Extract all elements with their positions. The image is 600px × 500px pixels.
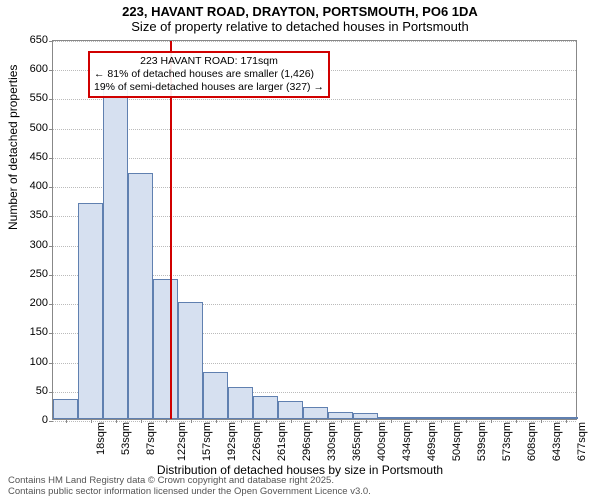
ytick-mark <box>49 99 53 100</box>
ytick-label: 500 <box>30 122 48 134</box>
histogram-bar <box>78 203 103 419</box>
ytick-label: 100 <box>30 356 48 368</box>
annot-line2: ← 81% of detached houses are smaller (1,… <box>94 68 324 81</box>
xtick-mark <box>466 419 467 423</box>
chart-title-block: 223, HAVANT ROAD, DRAYTON, PORTSMOUTH, P… <box>0 0 600 34</box>
grid-line <box>53 129 576 130</box>
xtick-label: 434sqm <box>401 422 413 461</box>
xtick-mark <box>141 419 142 423</box>
ytick-label: 400 <box>30 180 48 192</box>
ytick-label: 0 <box>42 414 48 426</box>
ytick-label: 350 <box>30 209 48 221</box>
xtick-label: 330sqm <box>326 422 338 461</box>
xtick-mark <box>66 419 67 423</box>
xtick-label: 469sqm <box>426 422 438 461</box>
xtick-label: 608sqm <box>526 422 538 461</box>
xtick-label: 87sqm <box>145 422 157 455</box>
histogram-bar <box>178 302 203 419</box>
xtick-mark <box>316 419 317 423</box>
xtick-label: 643sqm <box>551 422 563 461</box>
title-sub: Size of property relative to detached ho… <box>0 19 600 34</box>
ytick-label: 250 <box>30 268 48 280</box>
xtick-mark <box>291 419 292 423</box>
histogram-bar <box>53 399 78 419</box>
footer-line2: Contains public sector information licen… <box>8 487 371 498</box>
grid-line <box>53 41 576 42</box>
xtick-mark <box>341 419 342 423</box>
ytick-mark <box>49 70 53 71</box>
histogram-bar <box>303 407 328 419</box>
xtick-label: 539sqm <box>476 422 488 461</box>
xtick-mark <box>166 419 167 423</box>
xtick-mark <box>241 419 242 423</box>
ytick-mark <box>49 333 53 334</box>
ytick-mark <box>49 187 53 188</box>
xtick-label: 157sqm <box>201 422 213 461</box>
histogram-bar <box>203 372 228 419</box>
xtick-label: 400sqm <box>376 422 388 461</box>
xtick-label: 192sqm <box>226 422 238 461</box>
ytick-mark <box>49 275 53 276</box>
xtick-label: 226sqm <box>251 422 263 461</box>
histogram-bar <box>128 173 153 419</box>
ytick-mark <box>49 363 53 364</box>
ytick-label: 600 <box>30 63 48 75</box>
ytick-label: 650 <box>30 34 48 46</box>
title-main: 223, HAVANT ROAD, DRAYTON, PORTSMOUTH, P… <box>0 4 600 19</box>
ytick-mark <box>49 421 53 422</box>
grid-line <box>53 158 576 159</box>
xtick-mark <box>391 419 392 423</box>
xtick-label: 504sqm <box>451 422 463 461</box>
ytick-mark <box>49 41 53 42</box>
xtick-mark <box>91 419 92 423</box>
ytick-label: 150 <box>30 326 48 338</box>
ytick-label: 550 <box>30 92 48 104</box>
xtick-label: 365sqm <box>351 422 363 461</box>
ytick-mark <box>49 129 53 130</box>
ytick-label: 300 <box>30 239 48 251</box>
ytick-label: 50 <box>36 385 48 397</box>
annot-line1: 223 HAVANT ROAD: 171sqm <box>94 55 324 68</box>
histogram-bar <box>153 279 178 419</box>
xtick-label: 53sqm <box>120 422 132 455</box>
histogram-bar <box>103 86 128 419</box>
ytick-mark <box>49 158 53 159</box>
xtick-mark <box>116 419 117 423</box>
chart-plot-area: 223 HAVANT ROAD: 171sqm← 81% of detached… <box>52 40 577 420</box>
annot-line3: 19% of semi-detached houses are larger (… <box>94 81 324 94</box>
ytick-mark <box>49 392 53 393</box>
xtick-label: 261sqm <box>276 422 288 461</box>
histogram-bar <box>278 401 303 419</box>
xtick-mark <box>216 419 217 423</box>
xtick-mark <box>191 419 192 423</box>
ytick-mark <box>49 304 53 305</box>
histogram-bar <box>253 396 278 419</box>
xtick-mark <box>366 419 367 423</box>
ytick-label: 450 <box>30 151 48 163</box>
histogram-bar <box>328 412 353 419</box>
xtick-mark <box>441 419 442 423</box>
xtick-mark <box>516 419 517 423</box>
footer-attribution: Contains HM Land Registry data © Crown c… <box>8 476 371 498</box>
xtick-mark <box>266 419 267 423</box>
annotation-box: 223 HAVANT ROAD: 171sqm← 81% of detached… <box>88 51 330 98</box>
xtick-label: 296sqm <box>301 422 313 461</box>
ytick-label: 200 <box>30 297 48 309</box>
grid-line <box>53 99 576 100</box>
xtick-mark <box>541 419 542 423</box>
yaxis-label: Number of detached properties <box>6 65 20 230</box>
xtick-label: 573sqm <box>501 422 513 461</box>
xtick-label: 677sqm <box>576 422 588 461</box>
ytick-mark <box>49 216 53 217</box>
ytick-mark <box>49 246 53 247</box>
xtick-mark <box>491 419 492 423</box>
xtick-mark <box>416 419 417 423</box>
xtick-mark <box>566 419 567 423</box>
xtick-label: 122sqm <box>176 422 188 461</box>
xtick-label: 18sqm <box>95 422 107 455</box>
histogram-bar <box>228 387 253 419</box>
